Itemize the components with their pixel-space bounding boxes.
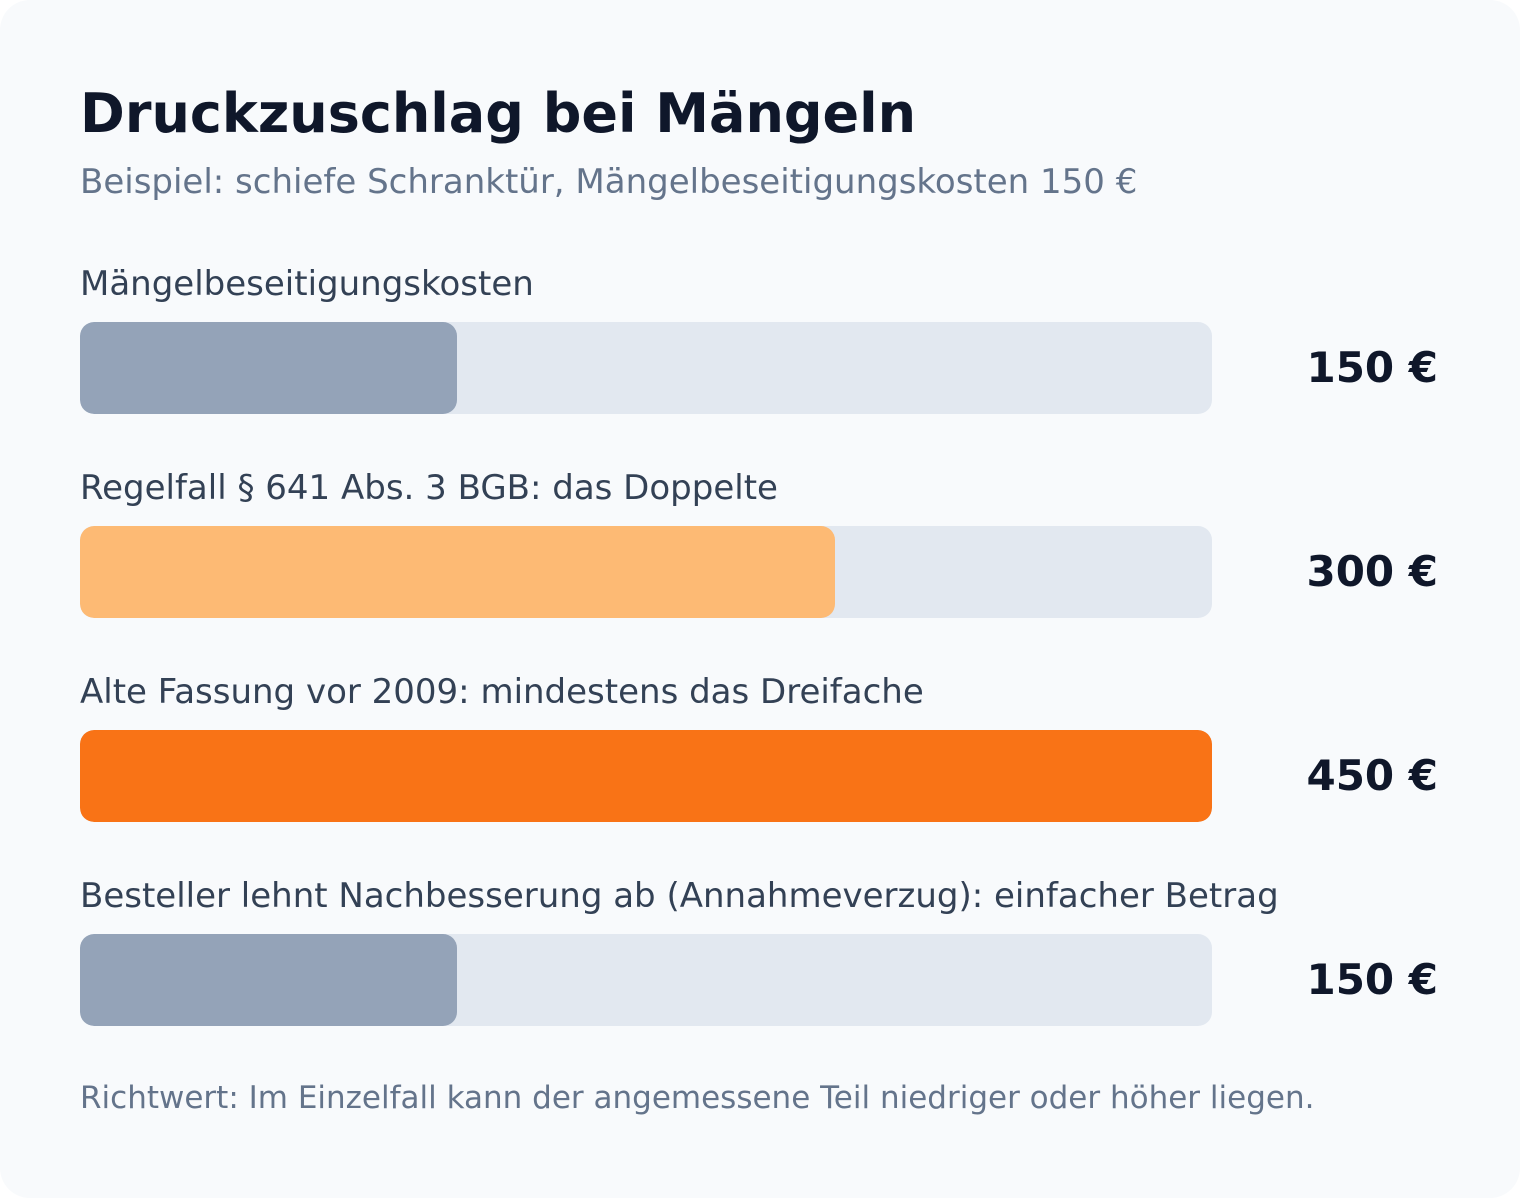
bar-value-label: 150 € [1306,343,1438,392]
bar [80,322,457,414]
bar [80,730,1212,822]
bar-label: Alte Fassung vor 2009: mindestens das Dr… [80,672,924,712]
bar-label: Regelfall § 641 Abs. 3 BGB: das Doppelte [80,468,778,508]
chart-subtitle: Beispiel: schiefe Schranktür, Mängelbese… [80,162,1138,202]
bar-track [80,730,1212,822]
bar-value-label: 150 € [1306,955,1438,1004]
bar-label: Besteller lehnt Nachbesserung ab (Annahm… [80,876,1279,916]
bar-label: Mängelbeseitigungskosten [80,264,534,304]
bar [80,526,835,618]
bar-value-label: 300 € [1306,547,1438,596]
bar-value-label: 450 € [1306,751,1438,800]
bar [80,934,457,1026]
footnote: Richtwert: Im Einzelfall kann der angeme… [80,1080,1315,1116]
bar-track [80,322,1212,414]
chart-title: Druckzuschlag bei Mängeln [80,82,917,145]
bar-track [80,526,1212,618]
bar-track [80,934,1212,1026]
